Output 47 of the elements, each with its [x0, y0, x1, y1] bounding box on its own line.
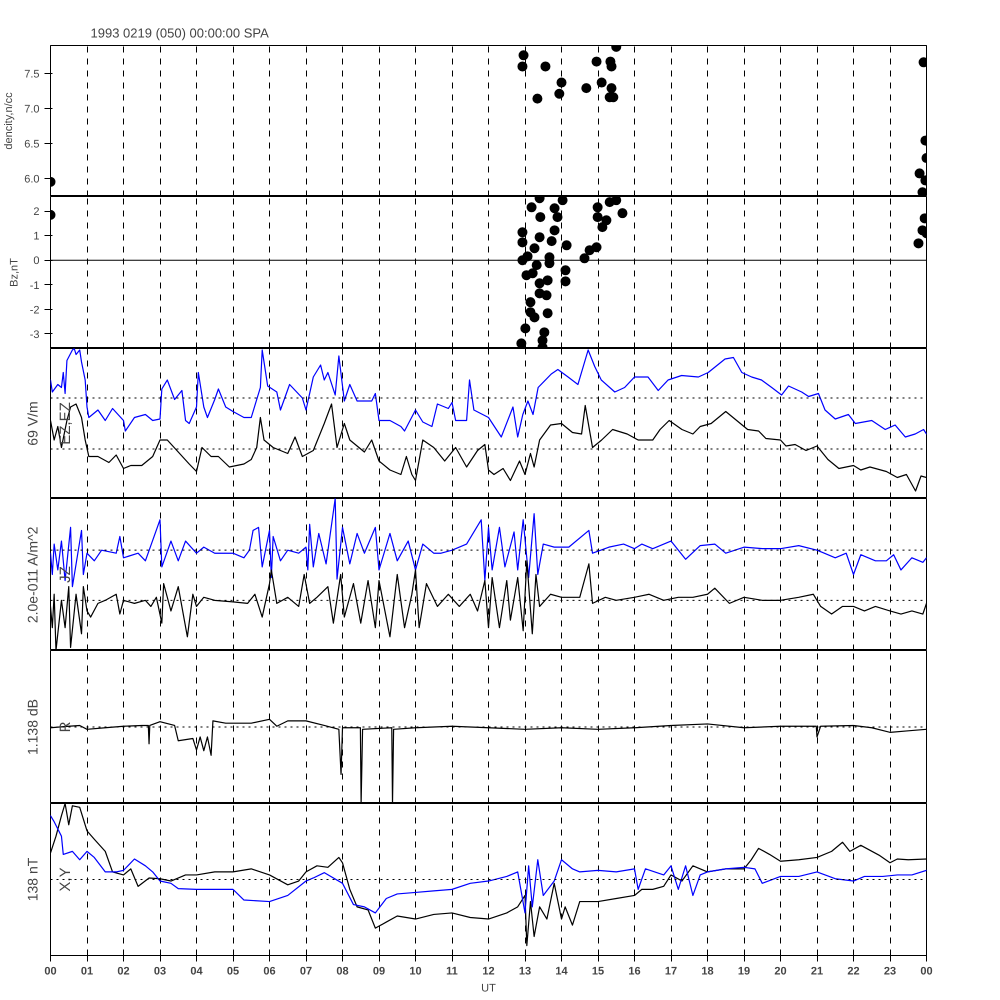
- chart-title: 1993 0219 (050) 00:00:00 SPA: [90, 26, 270, 40]
- y-tick-label: 1: [33, 230, 40, 243]
- x-tick-label: 21: [810, 966, 824, 978]
- x-tick-label: 07: [300, 966, 312, 978]
- x-tick-label: 19: [738, 966, 750, 978]
- x-tick-label: 08: [336, 966, 349, 978]
- y-tick-label: 7.0: [24, 103, 40, 116]
- x-tick-label: 09: [372, 966, 386, 978]
- x-tick-label: 22: [847, 966, 860, 978]
- y-axis-title: Bz,nT: [8, 258, 21, 287]
- x-tick-label: 10: [409, 966, 422, 978]
- y-tick-label: 7.5: [24, 68, 40, 80]
- x-tick-label: 14: [555, 966, 568, 978]
- x-tick-label: 11: [446, 966, 458, 978]
- x-tick-label: 03: [154, 966, 166, 978]
- y-axis-title: R: [56, 721, 74, 732]
- x-tick-label: 04: [190, 966, 204, 978]
- x-tick-label: 17: [664, 966, 678, 978]
- x-tick-label: 02: [117, 966, 130, 978]
- y-tick-label: -2: [30, 304, 40, 316]
- x-tick-label: 16: [628, 966, 641, 978]
- y-axis-title: JZ: [56, 566, 74, 583]
- x-tick-label: 05: [226, 966, 240, 978]
- text: 69 V/m: [24, 401, 40, 446]
- x-tick-label: 23: [884, 966, 896, 978]
- y-tick-label: 0: [33, 255, 40, 268]
- y-tick-label: -1: [30, 280, 40, 292]
- y-tick-label: -3: [30, 328, 40, 341]
- y-axis-title: EZ,EZ: [56, 402, 74, 445]
- x-tick-label: 13: [518, 966, 532, 978]
- y-tick-label: 2: [33, 206, 40, 218]
- x-tick-label: 20: [774, 966, 787, 978]
- text: 1.138 dB: [24, 698, 40, 756]
- x-axis-title: UT: [481, 982, 496, 994]
- x-tick-label: 01: [80, 966, 94, 978]
- x-tick-label: 15: [592, 966, 604, 978]
- y-tick-label: 6.5: [24, 138, 40, 150]
- x-tick-label: 12: [482, 966, 495, 978]
- y-axis-title: X,Y: [56, 867, 74, 892]
- text: 2.0e-011 A/m^2: [24, 526, 40, 624]
- x-tick-label: 06: [263, 966, 276, 978]
- x-tick-label: 00: [44, 966, 57, 978]
- y-tick-label: 6.0: [24, 173, 40, 186]
- y-axis-title: dencity,n/cc: [3, 92, 16, 150]
- text: 138 nT: [24, 857, 40, 902]
- x-tick-label: 18: [701, 966, 714, 978]
- x-tick-label: 00: [920, 966, 933, 978]
